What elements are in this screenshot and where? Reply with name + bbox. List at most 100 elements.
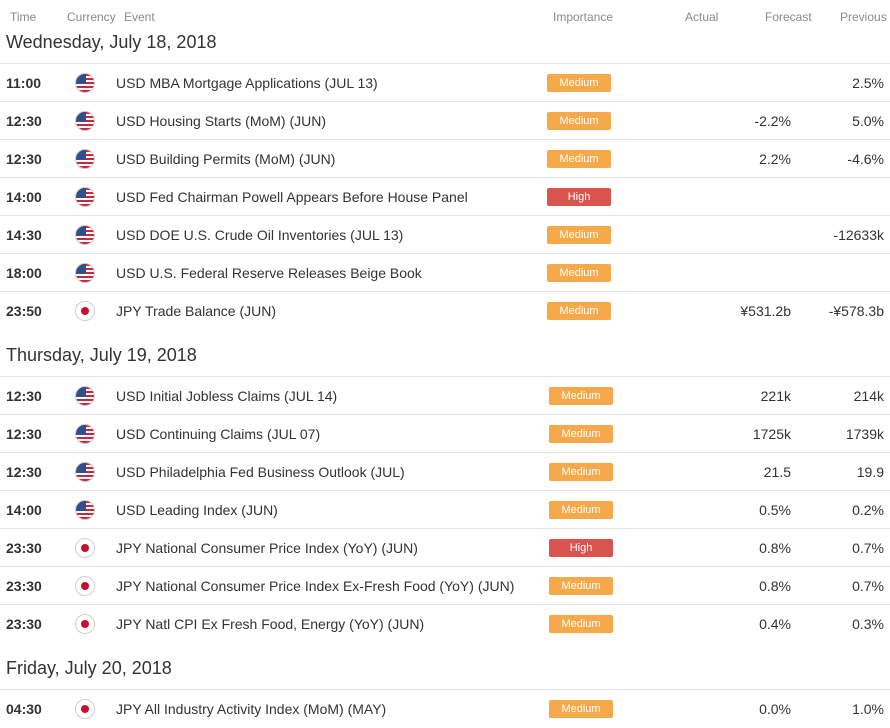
event-name[interactable]: USD Fed Chairman Powell Appears Before H… — [116, 189, 468, 205]
event-time: 23:50 — [6, 303, 42, 319]
table-row[interactable]: 23:30 JPY National Consumer Price Index (… — [0, 528, 890, 567]
table-row[interactable]: 12:30 USD Philadelphia Fed Business Outlo… — [0, 452, 890, 491]
event-time: 18:00 — [6, 265, 42, 281]
header-importance[interactable]: Importance — [553, 10, 614, 24]
previous-value: -4.6% — [847, 151, 884, 167]
event-name[interactable]: JPY Trade Balance (JUN) — [116, 303, 277, 319]
table-row[interactable]: 14:30 USD DOE U.S. Crude Oil Inventories … — [0, 215, 890, 254]
event-time: 04:30 — [6, 701, 42, 717]
forecast-value: 1725k — [752, 426, 791, 442]
table-row[interactable]: 18:00 USD U.S. Federal Reserve Releases B… — [0, 253, 890, 292]
previous-value: 2.5% — [852, 75, 884, 91]
forecast-value: 221k — [760, 388, 791, 404]
event-name[interactable]: USD Building Permits (MoM) (JUN) — [116, 151, 336, 167]
day-heading: Wednesday, July 18, 2018 — [6, 32, 217, 52]
event-time: 12:30 — [6, 151, 42, 167]
forecast-value: 0.5% — [759, 502, 791, 518]
importance-badge: Medium — [549, 463, 613, 481]
event-time: 23:30 — [6, 616, 42, 632]
jp-flag-icon — [75, 538, 95, 558]
event-time: 14:00 — [6, 189, 42, 205]
forecast-value: 2.2% — [759, 151, 791, 167]
forecast-value: 0.8% — [759, 578, 791, 594]
event-name[interactable]: USD MBA Mortgage Applications (JUL 13) — [116, 75, 378, 91]
importance-badge: Medium — [549, 615, 613, 633]
forecast-value: 0.4% — [759, 616, 791, 632]
event-name[interactable]: USD Leading Index (JUN) — [116, 502, 278, 518]
jp-flag-icon — [75, 699, 95, 719]
table-row[interactable]: 04:30 JPY All Industry Activity Index (Mo… — [0, 689, 890, 728]
day-heading: Thursday, July 19, 2018 — [6, 345, 197, 365]
table-row[interactable]: 11:00 USD MBA Mortgage Applications (JUL … — [0, 63, 890, 102]
us-flag-icon — [75, 386, 95, 406]
header-event[interactable]: Event — [124, 10, 155, 24]
forecast-value: 0.8% — [759, 540, 791, 556]
table-row[interactable]: 12:30 USD Housing Starts (MoM) (JUN) Mediu… — [0, 101, 890, 140]
us-flag-icon — [75, 187, 95, 207]
event-name[interactable]: JPY All Industry Activity Index (MoM) (M… — [116, 701, 387, 717]
importance-badge: Medium — [549, 577, 613, 595]
us-flag-icon — [75, 263, 95, 283]
us-flag-icon — [75, 500, 95, 520]
table-row[interactable]: 23:30 JPY National Consumer Price Index E… — [0, 566, 890, 605]
event-name[interactable]: USD Initial Jobless Claims (JUL 14) — [116, 388, 338, 404]
previous-value: -¥578.3b — [828, 303, 884, 319]
importance-badge: Medium — [547, 302, 611, 320]
us-flag-icon — [75, 424, 95, 444]
previous-value: 214k — [853, 388, 884, 404]
event-time: 14:00 — [6, 502, 42, 518]
previous-value: -12633k — [833, 227, 884, 243]
importance-badge: Medium — [547, 74, 611, 92]
event-name[interactable]: JPY National Consumer Price Index (YoY) … — [116, 540, 418, 556]
event-name[interactable]: USD Continuing Claims (JUL 07) — [116, 426, 321, 442]
importance-badge: High — [547, 188, 611, 206]
us-flag-icon — [75, 225, 95, 245]
table-row[interactable]: 23:50 JPY Trade Balance (JUN) Medium ¥531.2… — [0, 291, 890, 330]
importance-badge: Medium — [547, 264, 611, 282]
header-previous[interactable]: Previous — [840, 10, 887, 24]
table-row[interactable]: 23:30 JPY Natl CPI Ex Fresh Food, Energy … — [0, 604, 890, 643]
header-forecast[interactable]: Forecast — [765, 10, 812, 24]
previous-value: 0.3% — [852, 616, 884, 632]
table-row[interactable]: 12:30 USD Continuing Claims (JUL 07) Mediu… — [0, 414, 890, 453]
event-name[interactable]: USD Housing Starts (MoM) (JUN) — [116, 113, 327, 129]
importance-badge: Medium — [549, 425, 613, 443]
importance-badge: Medium — [547, 226, 611, 244]
event-name[interactable]: JPY National Consumer Price Index Ex-Fre… — [116, 578, 515, 594]
event-time: 12:30 — [6, 113, 42, 129]
table-row[interactable]: 14:00 USD Leading Index (JUN) Medium 0.5% 0.… — [0, 490, 890, 529]
us-flag-icon — [75, 149, 95, 169]
event-time: 11:00 — [6, 75, 42, 91]
table-row[interactable]: 12:30 USD Initial Jobless Claims (JUL 14)… — [0, 376, 890, 415]
table-row[interactable]: 12:30 USD Building Permits (MoM) (JUN) Med… — [0, 139, 890, 178]
importance-badge: Medium — [547, 112, 611, 130]
event-name[interactable]: USD U.S. Federal Reserve Releases Beige … — [116, 265, 422, 281]
event-name[interactable]: USD Philadelphia Fed Business Outlook (J… — [116, 464, 405, 480]
header-actual[interactable]: Actual — [685, 10, 719, 24]
previous-value: 1.0% — [852, 701, 884, 717]
event-time: 23:30 — [6, 540, 42, 556]
event-time: 14:30 — [6, 227, 42, 243]
table-row[interactable]: 14:00 USD Fed Chairman Powell Appears Bef… — [0, 177, 890, 216]
event-time: 23:30 — [6, 578, 42, 594]
previous-value: 0.7% — [852, 540, 884, 556]
previous-value: 5.0% — [852, 113, 884, 129]
jp-flag-icon — [75, 614, 95, 634]
forecast-value: -2.2% — [754, 113, 791, 129]
event-time: 12:30 — [6, 464, 42, 480]
us-flag-icon — [75, 73, 95, 93]
previous-value: 0.7% — [852, 578, 884, 594]
event-name[interactable]: JPY Natl CPI Ex Fresh Food, Energy (YoY)… — [116, 616, 425, 632]
previous-value: 19.9 — [856, 464, 884, 480]
forecast-value: 21.5 — [763, 464, 791, 480]
event-name[interactable]: USD DOE U.S. Crude Oil Inventories (JUL … — [116, 227, 404, 243]
header-currency[interactable]: Currency — [67, 10, 116, 24]
event-time: 12:30 — [6, 426, 42, 442]
jp-flag-icon — [75, 301, 95, 321]
event-time: 12:30 — [6, 388, 42, 404]
day-heading: Friday, July 20, 2018 — [6, 658, 172, 678]
importance-badge: Medium — [549, 501, 613, 519]
forecast-value: 0.0% — [759, 701, 791, 717]
importance-badge: High — [549, 539, 613, 557]
header-time[interactable]: Time — [10, 10, 37, 24]
